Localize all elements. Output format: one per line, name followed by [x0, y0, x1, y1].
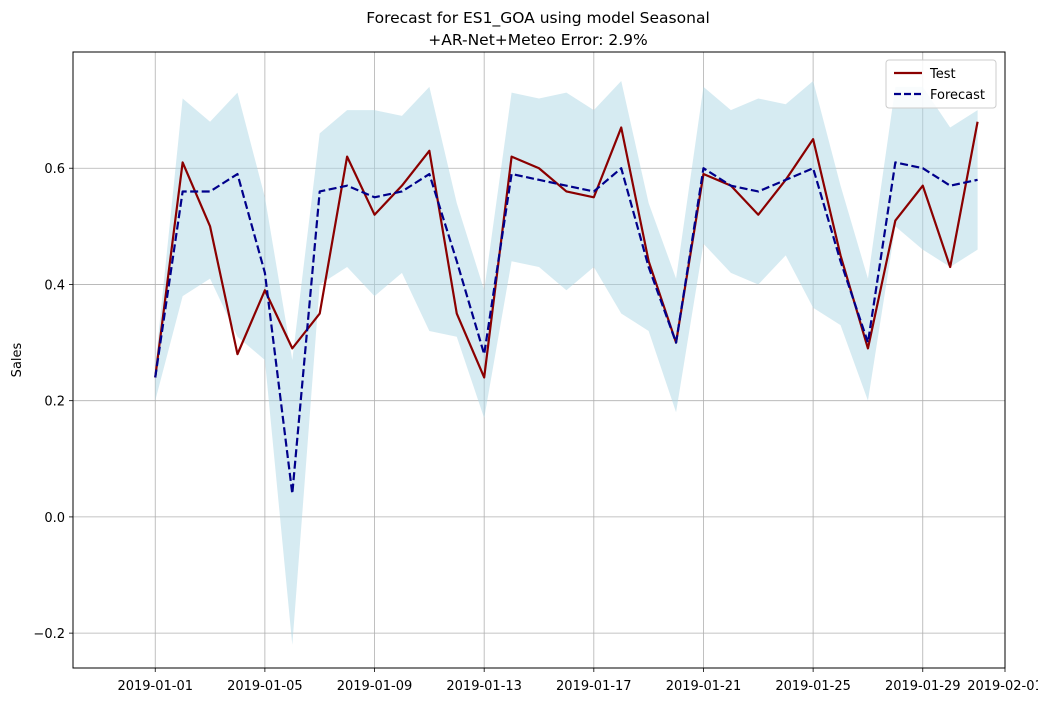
y-axis-label: Sales	[10, 342, 25, 377]
chart-title-line-2: +AR-Net+Meteo Error: 2.9%	[428, 31, 648, 49]
y-axis: −0.2 0.0 0.2 0.4 0.6	[33, 162, 73, 642]
y-tick-label: 0.2	[44, 395, 65, 410]
legend-label-test: Test	[929, 67, 956, 82]
x-tick-label: 2019-01-29	[885, 679, 961, 694]
confidence-band	[155, 81, 978, 645]
x-tick-label: 2019-01-01	[117, 679, 193, 694]
legend: Test Forecast	[885, 59, 997, 109]
x-tick-label: 2019-01-13	[446, 679, 522, 694]
x-tick-label: 2019-01-25	[775, 679, 851, 694]
plot-frame	[72, 51, 1006, 669]
x-axis: 2019-01-01 2019-01-05 2019-01-09 2019-01-13…	[117, 668, 1038, 694]
series-lines	[154, 121, 979, 495]
x-tick-label: 2019-01-17	[556, 679, 632, 694]
chart-title: Forecast for ES1_GOA using model Seasona…	[366, 9, 710, 49]
series-line-test	[154, 121, 979, 379]
legend-label-forecast: Forecast	[930, 88, 985, 103]
confidence-band-area	[155, 81, 978, 645]
chart-title-line-1: Forecast for ES1_GOA using model Seasona…	[366, 9, 710, 28]
x-tick-label: 2019-02-01	[967, 679, 1038, 694]
y-tick-label: −0.2	[33, 627, 65, 642]
x-tick-label: 2019-01-21	[666, 679, 742, 694]
x-tick-label: 2019-01-05	[227, 679, 303, 694]
y-tick-label: 0.4	[44, 278, 65, 293]
y-tick-label: 0.6	[44, 162, 65, 177]
series-line-forecast	[154, 161, 978, 495]
y-tick-label: 0.0	[44, 511, 65, 526]
x-tick-label: 2019-01-09	[337, 679, 413, 694]
